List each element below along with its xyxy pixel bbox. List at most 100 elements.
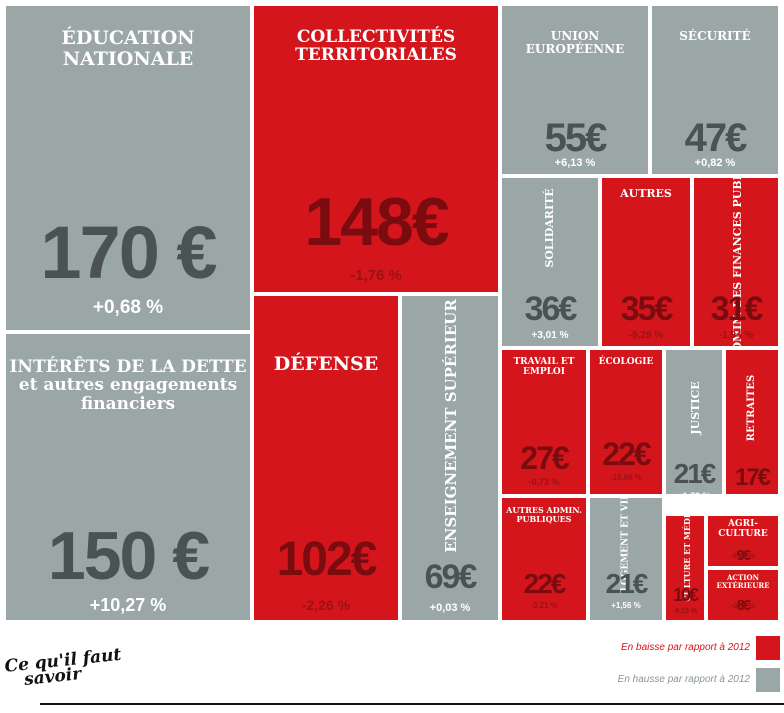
tile-change: +6,13 % [554,157,596,169]
tile-label: TRAVAIL ET EMPLOI [502,357,586,377]
tile-enseignement-superieur: ENSEIGNEMENT SUPÉRIEUR 69€ +0,03 % [400,294,500,622]
tile-label-text: ENSEIGNEMENT SUPÉRIEUR [442,299,461,553]
tile-change: +0,82 % [694,157,736,169]
tile-value: 10€ [672,585,699,605]
tile-label-text: DÉFENSE [273,353,379,375]
tile-change: +3,01 % [531,330,569,341]
tile-value: 21€ [673,458,717,489]
tile-value: 36€ [524,290,578,328]
legend: En baisse par rapport à 2012 En hausse p… [580,636,780,700]
tile-change: -3,21 % [530,601,558,610]
tile-ecologie: ÉCOLOGIE 22€ -15,66 % [588,348,664,496]
tile-change: -6,19 % [672,608,698,615]
tile-change: +1,56 % [611,601,641,610]
tile-autres-admin-publiques: AUTRES ADMIN. PUBLIQUES 22€ -3,21 % [500,496,588,622]
tile-change: -6,29 % [628,330,664,341]
tile-collectivites-territoriales: COLLECTIVITÉS TERRITORIALES 148€ -1,76 % [252,4,500,294]
tile-label-text: UNION EUROPÉENNE [525,29,625,56]
tile-travail-et-emploi: TRAVAIL ET EMPLOI 27€ -0,73 % [500,348,588,496]
tile-change: +10,27 % [89,595,167,615]
tile-value: 9€ [736,547,752,564]
tile-logement-et-ville: LOGEMENT ET VILLE 21€ +1,56 % [588,496,664,622]
tile-sublabel: et autres engagements financiers [18,375,238,414]
tile-defense: DÉFENSE 102€ -2,26 % [252,294,400,622]
tile-agri-culture: AGRI-CULTURE 9€ -8,39 % [706,514,780,568]
tile-value: 22€ [602,436,651,472]
tile-culture-et-medias: CULTURE ET MÉDIAS 10€ -6,19 % [664,514,706,622]
tile-label: COLLECTIVITÉS TERRITORIALES [254,28,498,65]
tile-value: 17€ [734,464,771,491]
tile-label-text: ÉDUCATION NATIONALE [61,27,195,70]
brand-logo: Ce qu'il faut savoir [4,645,124,691]
tile-change: -0,73 % [528,477,560,487]
tile-label: SÉCURITÉ [652,30,778,43]
tile-solidarite: SOLIDARITÉ 36€ +3,01 % [500,176,600,348]
tile-value: 55€ [544,116,608,160]
tile-change: +1,73 % [677,491,711,496]
tile-change: -0,82 % [730,603,756,610]
tile-value: 69€ [424,558,478,596]
tile-label-text: AUTRES [620,187,672,200]
tile-value: 21€ [605,568,649,599]
tile-label: AUTRES ADMIN. PUBLIQUES [502,506,586,523]
tile-label-text: JUSTICE [689,381,703,435]
tile-label-text: SÉCURITÉ [679,29,751,43]
tile-value: 170 € [40,211,217,294]
budget-treemap: ÉDUCATION NATIONALE 170 € +0,68 % COLLECTIV… [4,4,780,622]
tile-label: ÉCOLOGIE [590,357,662,368]
tile-autres: AUTRES 35€ -6,29 % [600,176,692,348]
tile-change: +0,03 % [429,602,471,614]
tile-value: 8€ [736,597,752,614]
legend-swatch-down [756,636,780,660]
tile-label: AUTRES [602,188,690,200]
tile-label-text: AUTRES ADMIN. PUBLIQUES [506,505,582,524]
tile-label: AGRI-CULTURE [708,519,778,539]
tile-label: JUSTICE [689,381,703,435]
tile-value: 47€ [684,116,748,160]
legend-swatch-up [756,668,780,692]
tile-change: -8,39 % [730,553,756,560]
tile-label-text: COLLECTIVITÉS TERRITORIALES [295,27,457,66]
tile-label: SOLIDARITÉ [543,188,557,268]
tile-action-exterieure: ACTION EXTÉRIEURE 8€ -0,82 % [706,568,780,622]
tile-interets-de-la-dette: INTÉRÊTS DE LA DETTE et autres engagement… [4,332,252,622]
tile-label: INTÉRÊTS DE LA DETTE et autres engagement… [6,358,250,413]
tile-label: ENSEIGNEMENT SUPÉRIEUR [442,299,461,553]
tile-label-text: TRAVAIL ET EMPLOI [513,357,575,377]
tile-education-nationale: ÉDUCATION NATIONALE 170 € +0,68 % [4,4,252,332]
legend-item-down: En baisse par rapport à 2012 [580,636,780,664]
tile-label: RETRAITES [745,374,758,442]
tile-securite: SÉCURITÉ 47€ +0,82 % [650,4,780,176]
tile-value: 31€ [710,290,764,328]
tile-value: 35€ [620,290,674,328]
tile-change: +0,68 % [92,297,164,318]
tile-label-text: SOLIDARITÉ [543,188,557,268]
tile-justice: JUSTICE 21€ +1,73 % [664,348,724,496]
tile-label: ÉDUCATION NATIONALE [6,28,250,69]
tile-value: 27€ [520,440,569,476]
legend-item-up: En hausse par rapport à 2012 [580,668,780,696]
tile-label-text: INTÉRÊTS DE LA DETTE [9,357,247,377]
tile-value: 148€ [304,184,449,260]
tile-retraites: RETRAITES 17€ -3,08 % [724,348,780,496]
tile-change: -1,76 % [350,267,402,284]
tile-change: -2,26 % [301,597,351,613]
tile-label: DÉFENSE [254,354,398,375]
legend-label-up: En hausse par rapport à 2012 [617,674,750,685]
footer-rule [40,703,784,705]
tile-label: ACTION EXTÉRIEURE [708,574,778,589]
tile-label-text: ACTION EXTÉRIEURE [716,573,770,590]
tile-admin-des-finances-publiques: ADMIN. DES FINANCES PUBLIQUES 31€ -1,94 % [692,176,780,348]
tile-label-text: RETRAITES [745,374,757,442]
tile-value: 22€ [523,568,567,599]
tile-value: 102€ [276,533,378,586]
tile-value: 150 € [47,518,210,594]
legend-label-down: En baisse par rapport à 2012 [621,642,750,653]
tile-label-text: AGRI-CULTURE [718,519,768,539]
tile-change: -3,08 % [738,494,766,495]
tile-union-europeenne: UNION EUROPÉENNE 55€ +6,13 % [500,4,650,176]
tile-change: -1,94 % [718,330,754,341]
tile-label-text: ÉCOLOGIE [598,357,654,367]
tile-change: -15,66 % [609,473,643,482]
tile-label: UNION EUROPÉENNE [502,30,648,56]
